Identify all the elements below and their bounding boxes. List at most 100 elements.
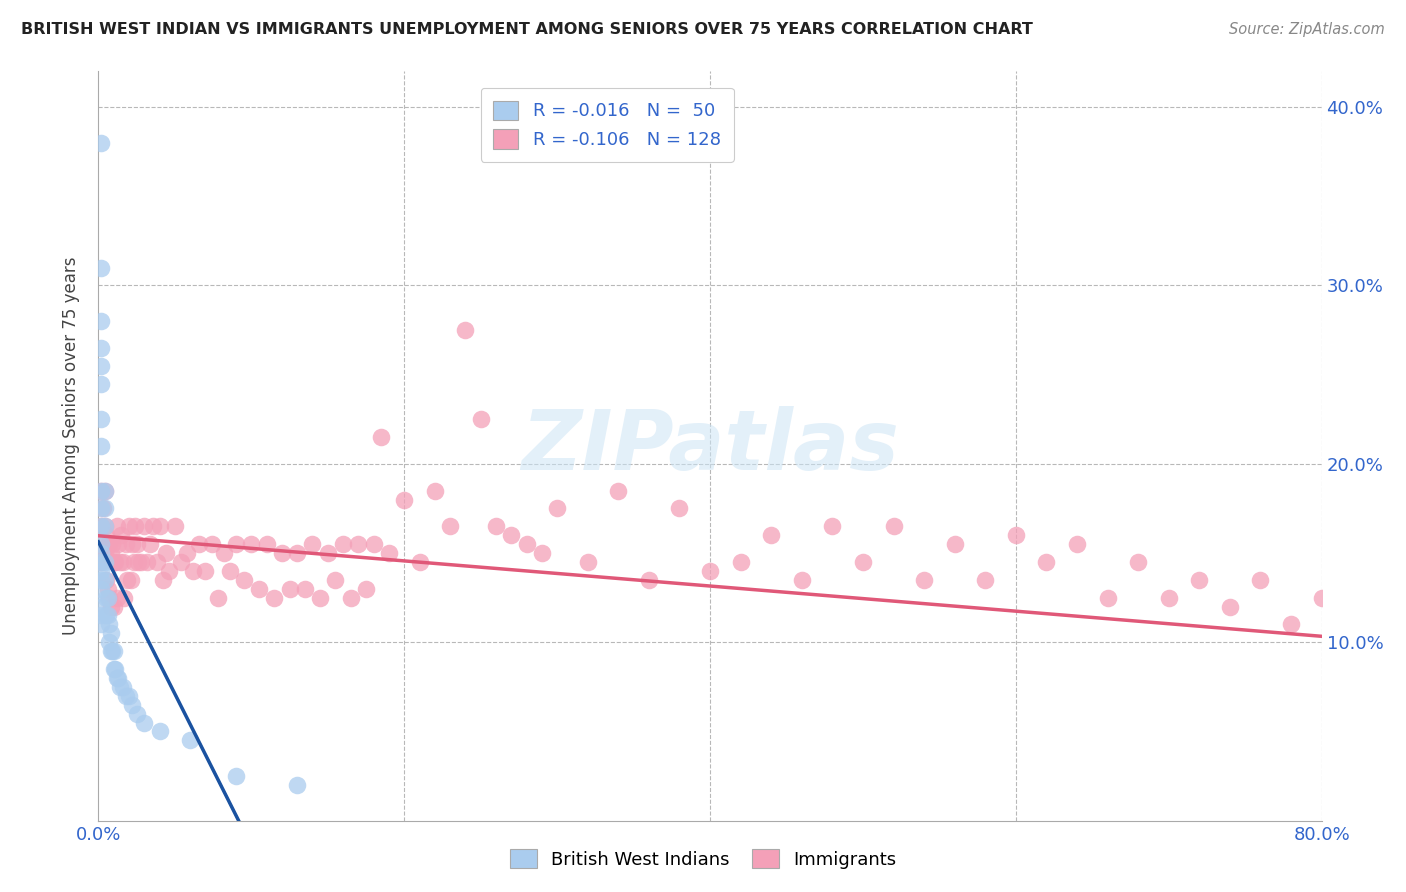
Point: [103, 662, 125, 676]
Point: [759, 528, 782, 542]
Point: [285, 546, 308, 560]
Point: [98, 635, 121, 649]
Point: [94, 573, 117, 587]
Point: [974, 573, 997, 587]
Point: [170, 555, 193, 569]
Point: [97, 582, 120, 596]
Point: [100, 626, 122, 640]
Point: [139, 537, 162, 551]
Point: [181, 564, 204, 578]
Point: [90, 519, 112, 533]
Point: [325, 573, 347, 587]
Point: [516, 537, 538, 551]
Point: [219, 564, 242, 578]
Point: [94, 591, 117, 605]
Point: [111, 555, 134, 569]
Point: [912, 573, 935, 587]
Point: [93, 573, 115, 587]
Point: [546, 501, 568, 516]
Point: [108, 555, 131, 569]
Legend: R = -0.016   N =  50, R = -0.106   N = 128: R = -0.016 N = 50, R = -0.106 N = 128: [481, 88, 734, 162]
Y-axis label: Unemployment Among Seniors over 75 years: Unemployment Among Seniors over 75 years: [62, 257, 80, 635]
Point: [1371, 653, 1393, 667]
Point: [105, 519, 128, 533]
Point: [115, 689, 138, 703]
Point: [1402, 751, 1406, 765]
Point: [943, 537, 966, 551]
Point: [94, 528, 117, 542]
Point: [454, 323, 477, 337]
Point: [790, 573, 813, 587]
Point: [1066, 537, 1088, 551]
Point: [108, 680, 131, 694]
Point: [111, 680, 134, 694]
Point: [1341, 608, 1364, 623]
Point: [637, 573, 661, 587]
Point: [93, 483, 115, 498]
Point: [370, 430, 392, 444]
Point: [240, 537, 263, 551]
Point: [1249, 573, 1271, 587]
Point: [270, 546, 292, 560]
Point: [107, 537, 129, 551]
Point: [136, 555, 159, 569]
Point: [730, 555, 752, 569]
Point: [90, 599, 112, 614]
Point: [378, 546, 401, 560]
Point: [93, 519, 115, 533]
Point: [94, 608, 117, 623]
Point: [278, 582, 301, 596]
Point: [127, 555, 149, 569]
Point: [145, 555, 167, 569]
Point: [134, 519, 156, 533]
Point: [125, 537, 148, 551]
Point: [90, 260, 112, 275]
Point: [142, 519, 165, 533]
Point: [101, 644, 124, 658]
Point: [294, 582, 316, 596]
Point: [408, 555, 430, 569]
Point: [530, 546, 553, 560]
Point: [91, 501, 114, 516]
Point: [225, 769, 247, 783]
Point: [263, 591, 285, 605]
Text: ZIPatlas: ZIPatlas: [522, 406, 898, 486]
Point: [124, 519, 146, 533]
Point: [105, 671, 128, 685]
Point: [200, 537, 222, 551]
Point: [332, 537, 354, 551]
Point: [93, 519, 115, 533]
Text: BRITISH WEST INDIAN VS IMMIGRANTS UNEMPLOYMENT AMONG SENIORS OVER 75 YEARS CORRE: BRITISH WEST INDIAN VS IMMIGRANTS UNEMPL…: [21, 22, 1033, 37]
Point: [90, 519, 112, 533]
Point: [852, 555, 875, 569]
Point: [90, 439, 112, 453]
Point: [1004, 528, 1026, 542]
Point: [152, 573, 174, 587]
Point: [90, 412, 112, 426]
Point: [699, 564, 721, 578]
Point: [100, 599, 122, 614]
Point: [107, 671, 129, 685]
Point: [883, 519, 905, 533]
Point: [125, 706, 148, 721]
Point: [316, 546, 339, 560]
Point: [90, 359, 112, 373]
Point: [163, 519, 186, 533]
Point: [104, 555, 127, 569]
Point: [1219, 599, 1241, 614]
Point: [363, 537, 385, 551]
Point: [194, 564, 217, 578]
Point: [247, 582, 270, 596]
Point: [439, 519, 461, 533]
Point: [212, 546, 235, 560]
Point: [91, 546, 114, 560]
Point: [347, 537, 370, 551]
Point: [607, 483, 630, 498]
Point: [90, 546, 112, 560]
Point: [256, 537, 278, 551]
Point: [90, 573, 112, 587]
Point: [470, 412, 492, 426]
Point: [97, 591, 120, 605]
Point: [392, 492, 416, 507]
Point: [207, 591, 229, 605]
